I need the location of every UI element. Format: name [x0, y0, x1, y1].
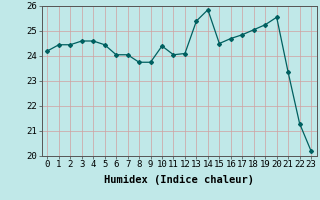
X-axis label: Humidex (Indice chaleur): Humidex (Indice chaleur)	[104, 175, 254, 185]
